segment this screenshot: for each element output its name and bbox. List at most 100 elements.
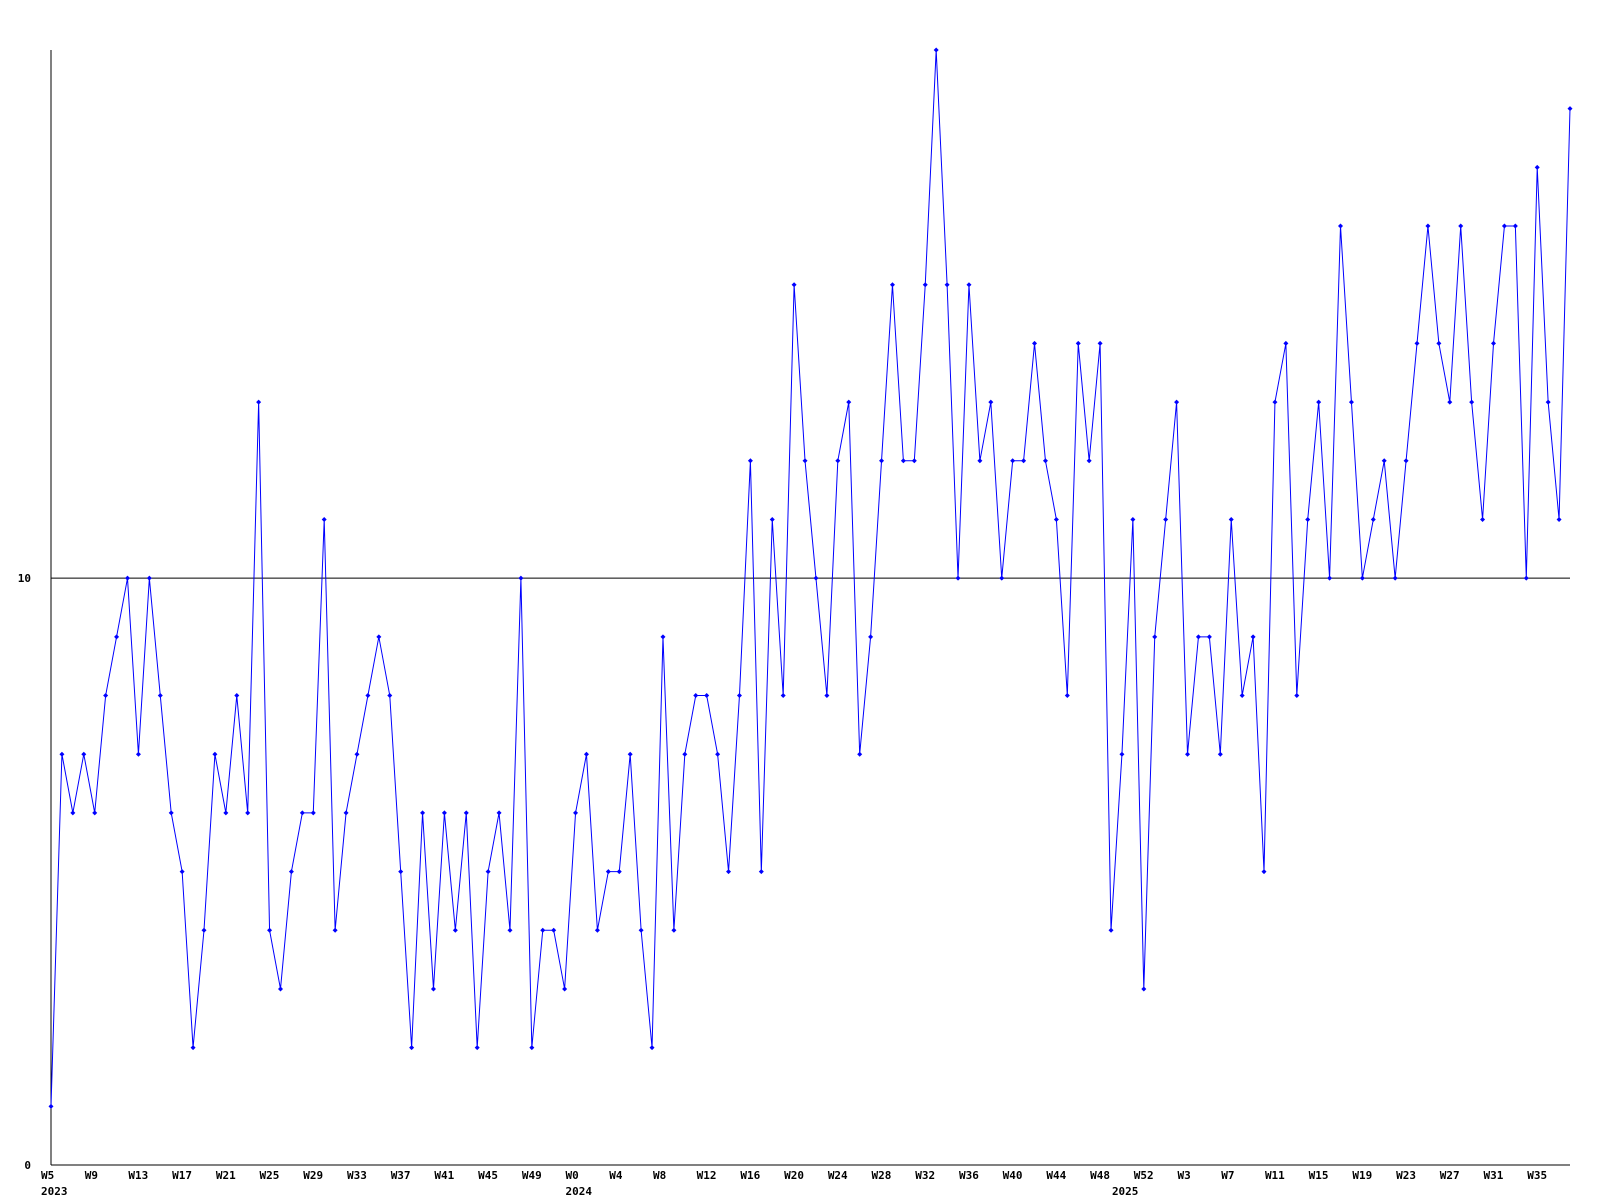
data-point xyxy=(103,693,109,699)
data-point xyxy=(1359,575,1365,581)
data-point xyxy=(114,634,120,640)
data-point xyxy=(824,693,830,699)
data-point xyxy=(1545,399,1551,405)
data-point xyxy=(343,810,349,816)
data-point xyxy=(747,458,753,464)
data-point xyxy=(1152,634,1158,640)
data-point xyxy=(1458,223,1464,229)
data-point xyxy=(1206,634,1212,640)
data-point xyxy=(671,927,677,933)
x-tick-label: W8 xyxy=(653,1169,666,1182)
data-point xyxy=(1523,575,1529,581)
x-tick-label: W4 xyxy=(609,1169,623,1182)
data-point xyxy=(889,282,895,288)
data-point xyxy=(562,986,568,992)
data-point xyxy=(769,516,775,522)
data-point xyxy=(1327,575,1333,581)
data-point xyxy=(1491,340,1497,346)
data-point xyxy=(70,810,76,816)
x-tick-label: W45 xyxy=(478,1169,498,1182)
data-point xyxy=(376,634,382,640)
x-tick-label: W21 xyxy=(216,1169,236,1182)
data-point xyxy=(1392,575,1398,581)
x-tick-label: W12 xyxy=(697,1169,717,1182)
data-point xyxy=(234,693,240,699)
data-point xyxy=(365,693,371,699)
data-point xyxy=(201,927,207,933)
data-point xyxy=(441,810,447,816)
data-point xyxy=(1480,516,1486,522)
x-tick-label: W49 xyxy=(522,1169,542,1182)
data-point xyxy=(1261,869,1267,875)
data-point xyxy=(540,927,546,933)
data-point xyxy=(627,751,633,757)
data-point xyxy=(420,810,426,816)
data-point xyxy=(485,869,491,875)
x-tick-label: W48 xyxy=(1090,1169,1110,1182)
x-tick-label: W35 xyxy=(1527,1169,1547,1182)
data-point xyxy=(245,810,251,816)
data-point xyxy=(190,1045,196,1051)
data-point xyxy=(1272,399,1278,405)
x-tick-label: W52 xyxy=(1134,1169,1154,1182)
data-point xyxy=(900,458,906,464)
data-point xyxy=(1294,693,1300,699)
x-tick-label: W25 xyxy=(260,1169,280,1182)
data-point xyxy=(507,927,513,933)
data-point xyxy=(1130,516,1136,522)
data-point xyxy=(321,516,327,522)
x-tick-label: W19 xyxy=(1352,1169,1372,1182)
data-point xyxy=(1370,516,1376,522)
data-point xyxy=(1425,223,1431,229)
data-point xyxy=(135,751,141,757)
data-point xyxy=(48,1103,54,1109)
data-point xyxy=(693,693,699,699)
x-tick-label: W27 xyxy=(1440,1169,1460,1182)
data-point xyxy=(802,458,808,464)
data-point xyxy=(605,869,611,875)
x-tick-label: W13 xyxy=(128,1169,148,1182)
data-point xyxy=(911,458,917,464)
data-point xyxy=(398,869,404,875)
data-point xyxy=(288,869,294,875)
data-point xyxy=(1228,516,1234,522)
data-point xyxy=(933,47,939,53)
data-point xyxy=(1381,458,1387,464)
data-point xyxy=(944,282,950,288)
data-point xyxy=(354,751,360,757)
x-tick-label: W28 xyxy=(872,1169,892,1182)
data-point xyxy=(452,927,458,933)
x-tick-label: W0 xyxy=(566,1169,579,1182)
data-point xyxy=(868,634,874,640)
year-label: 2025 xyxy=(1112,1185,1139,1198)
data-point xyxy=(758,869,764,875)
data-point xyxy=(387,693,393,699)
data-point xyxy=(922,282,928,288)
year-label: 2023 xyxy=(41,1185,68,1198)
data-point xyxy=(277,986,283,992)
data-point xyxy=(1414,340,1420,346)
x-tick-label: W17 xyxy=(172,1169,192,1182)
data-point xyxy=(1032,340,1038,346)
data-point xyxy=(594,927,600,933)
data-point xyxy=(791,282,797,288)
data-point xyxy=(1556,516,1562,522)
data-point xyxy=(168,810,174,816)
data-point xyxy=(212,751,218,757)
x-tick-label: W31 xyxy=(1484,1169,1504,1182)
data-point xyxy=(955,575,961,581)
data-point xyxy=(1283,340,1289,346)
data-point xyxy=(966,282,972,288)
data-point xyxy=(124,575,130,581)
data-point xyxy=(430,986,436,992)
x-tick-label: W5 xyxy=(41,1169,54,1182)
data-point xyxy=(1316,399,1322,405)
data-point xyxy=(1119,751,1125,757)
data-point xyxy=(583,751,589,757)
data-point xyxy=(649,1045,655,1051)
x-tick-label: W32 xyxy=(915,1169,935,1182)
data-point xyxy=(1436,340,1442,346)
x-tick-label: W11 xyxy=(1265,1169,1285,1182)
x-tick-label: W44 xyxy=(1046,1169,1066,1182)
